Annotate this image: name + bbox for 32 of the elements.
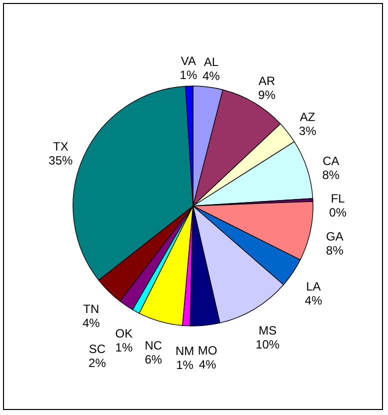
slice-label: AZ	[300, 110, 316, 124]
slice-label: LA	[306, 280, 321, 294]
slice-label: TX	[52, 140, 68, 154]
slice-label: AR	[258, 74, 276, 88]
slice-label: NM	[175, 344, 194, 358]
data-label: 0%	[329, 206, 347, 220]
slice-label: GA	[326, 230, 344, 244]
data-label: 8%	[326, 244, 344, 258]
data-label: 4%	[304, 294, 322, 308]
data-label: 1%	[180, 68, 198, 82]
slice-label: VA	[180, 54, 196, 68]
data-label: 8%	[322, 168, 340, 182]
slice-label: SC	[88, 342, 106, 356]
data-label: 4%	[202, 69, 220, 84]
data-label: 6%	[144, 352, 162, 366]
slice-label: MO	[198, 343, 218, 358]
data-label: 35%	[48, 154, 73, 168]
slice-label: NC	[144, 338, 162, 352]
slice-label: CA	[322, 154, 340, 168]
data-label: 4%	[82, 316, 100, 330]
slice-label: OK	[115, 326, 133, 340]
data-label: 3%	[298, 124, 317, 138]
slice-label: FL	[330, 192, 346, 206]
data-label: 10%	[256, 337, 280, 352]
data-label: 4%	[198, 357, 217, 372]
slice-label: TN	[83, 302, 100, 316]
slice-label: AL	[204, 55, 219, 70]
data-label: 1%	[115, 340, 133, 354]
data-label: 9%	[258, 88, 276, 102]
slice-label: MS	[258, 323, 277, 338]
data-label: 1%	[176, 358, 194, 372]
data-label: 2%	[88, 356, 106, 370]
